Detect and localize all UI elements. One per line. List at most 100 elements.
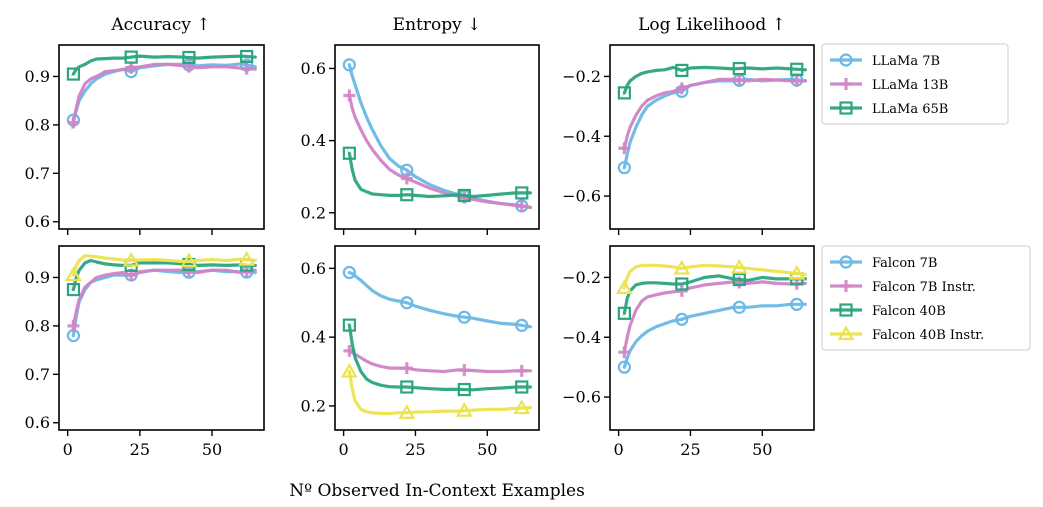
legend-marker-llama-7b (839, 53, 853, 67)
marker-llama-65b (515, 186, 529, 200)
x-tick-label: 0 (339, 440, 349, 459)
legend-llama: LLaMa 7B LLaMa 13B LLaMa 65B (821, 43, 1009, 125)
marker-llama-65b (182, 50, 196, 65)
marker-falcon-7b-instr (618, 346, 631, 359)
series-raw-falcon-7b (621, 303, 806, 368)
series-line-llama-65b (622, 65, 807, 95)
series-line-llama-7b (347, 63, 532, 209)
marker-llama-13b (400, 172, 413, 185)
marker-falcon-7b (515, 318, 529, 332)
marker-falcon-40b-instr (513, 399, 531, 415)
series-line-falcon-7b-instr (347, 349, 532, 374)
marker-llama-65b (675, 63, 689, 78)
marker-llama-13b (733, 74, 746, 87)
title-entropy: Entropy ↓ (393, 15, 482, 35)
marker-llama-13b (515, 200, 528, 213)
x-tick-label: 0 (614, 440, 624, 459)
marker-llama-13b (67, 116, 80, 129)
marker-llama-65b (66, 67, 81, 81)
y-tick-label: −0.6 (562, 187, 601, 206)
x-tick-label: 25 (405, 440, 425, 459)
legend-label-falcon-40b-instr: Falcon 40B Instr. (872, 328, 984, 343)
y-tick-label: −0.4 (562, 127, 601, 146)
series-line-llama-65b (71, 54, 257, 76)
marker-llama-65b (790, 62, 804, 76)
series-raw-falcon-7b-instr (346, 348, 531, 373)
panel-falcon-log-likelihood: −0.6 −0.4 −0.2 0 25 50 (562, 245, 815, 459)
marker-falcon-40b-instr (340, 362, 358, 378)
marker-llama-13b (675, 82, 688, 95)
series-line-falcon-7b (347, 270, 532, 329)
marker-falcon-40b (66, 282, 81, 297)
series-line-llama-13b (622, 77, 807, 150)
x-tick-label: 50 (752, 440, 772, 459)
y-tick-label: 0.2 (301, 203, 326, 222)
marker-falcon-7b (400, 296, 414, 310)
marker-falcon-40b (457, 382, 471, 397)
marker-falcon-7b (732, 300, 746, 314)
series-line-falcon-7b (71, 268, 257, 338)
series-raw-llama-7b (621, 78, 806, 170)
legend-box (821, 43, 1009, 125)
marker-falcon-40b-instr (788, 264, 806, 280)
y-tick-label: 0.9 (25, 67, 50, 86)
y-tick-label: 0.9 (25, 268, 50, 287)
y-tick-label: −0.6 (562, 388, 601, 407)
axes-frame (334, 245, 540, 431)
x-tick-label: 50 (477, 440, 497, 459)
series-line-llama-13b (347, 93, 532, 209)
legend-label-llama-65b: LLaMa 65B (872, 102, 948, 117)
marker-falcon-7b (790, 297, 804, 311)
y-tick-label: −0.4 (562, 328, 601, 347)
y-tick-label: 0.2 (301, 396, 326, 415)
marker-llama-13b (240, 62, 253, 75)
axes-frame (609, 44, 815, 230)
y-tick-label: −0.2 (562, 268, 601, 287)
y-tick-label: 0.6 (25, 413, 50, 432)
marker-falcon-40b (675, 277, 689, 291)
series-raw-falcon-7b (346, 271, 531, 328)
marker-llama-65b (457, 188, 471, 203)
marker-llama-65b (400, 188, 414, 202)
y-tick-label: −0.2 (562, 67, 601, 86)
marker-llama-65b (732, 61, 746, 76)
axes-frame (609, 245, 815, 431)
panel-falcon-entropy: 0.2 0.4 0.6 0 25 50 (301, 245, 540, 459)
marker-falcon-40b-instr (730, 258, 748, 274)
series-line-falcon-40b (347, 323, 532, 392)
marker-falcon-7b (342, 265, 356, 280)
marker-falcon-40b-instr (238, 250, 256, 266)
plot-area (65, 250, 257, 343)
marker-llama-7b (617, 161, 631, 175)
series-raw-falcon-40b-instr (346, 367, 531, 414)
marker-falcon-40b-instr (122, 251, 140, 267)
marker-falcon-40b (400, 380, 414, 394)
x-axis-label: Nº Observed In-Context Examples (289, 481, 585, 501)
series-line-falcon-7b (622, 302, 807, 369)
marker-falcon-40b-instr (398, 404, 416, 419)
y-tick-label: 0.7 (25, 365, 50, 384)
marker-falcon-40b (515, 380, 529, 394)
marker-falcon-7b-instr (458, 364, 471, 377)
marker-falcon-40b (617, 306, 631, 320)
series-raw-llama-13b (621, 78, 806, 149)
title-accuracy: Accuracy ↑ (110, 15, 210, 35)
marker-falcon-40b (342, 318, 356, 332)
y-tick-label: 0.4 (301, 328, 326, 347)
series-line-falcon-40b-instr (71, 254, 257, 277)
panel-llama-accuracy: 0.6 0.7 0.8 0.9 (25, 44, 265, 235)
x-tick-label: 50 (202, 440, 222, 459)
marker-falcon-40b-instr (615, 279, 633, 294)
legend-label-llama-7b: LLaMa 7B (872, 54, 940, 69)
legend-falcon: Falcon 7B Falcon 7B Instr. Falcon 40B Falco… (821, 245, 1031, 351)
series-line-falcon-7b-instr (622, 280, 807, 354)
series-line-llama-65b (347, 151, 532, 199)
marker-falcon-7b-instr (515, 364, 528, 377)
marker-falcon-7b-instr (675, 284, 688, 297)
marker-llama-13b (125, 61, 138, 74)
marker-falcon-40b-instr (65, 266, 82, 282)
y-tick-label: 0.4 (301, 131, 326, 150)
marker-falcon-40b-instr (455, 401, 473, 417)
axes-frame (334, 44, 540, 230)
